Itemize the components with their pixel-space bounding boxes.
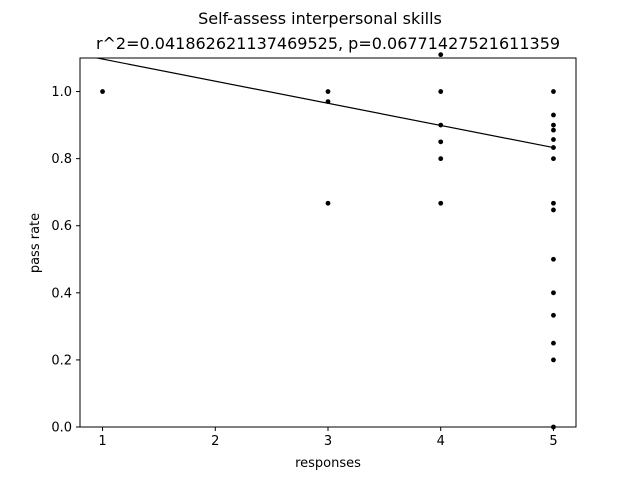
data-point (551, 256, 556, 262)
chart-title: Self-assess interpersonal skills (198, 9, 442, 28)
data-point (551, 357, 556, 363)
data-point (551, 207, 556, 213)
data-point (438, 89, 444, 94)
data-point (551, 290, 556, 296)
data-point (551, 156, 556, 162)
x-tick-label: 3 (324, 434, 332, 449)
data-point (438, 139, 444, 145)
plot-area: 1 2 3 4 5 0.0 0.2 0.4 0.6 0.8 1.0 (51, 52, 577, 449)
data-point (551, 122, 556, 128)
data-point (551, 312, 556, 318)
data-point (551, 89, 556, 94)
data-point (551, 200, 556, 206)
data-point (438, 200, 444, 206)
data-point (325, 200, 331, 206)
data-point (438, 156, 444, 162)
y-tick-label: 0.2 (51, 353, 72, 368)
plot-frame (79, 57, 577, 428)
chart-subtitle: r^2=0.041862621137469525, p=0.0677142752… (96, 34, 560, 53)
y-tick-label: 0.4 (51, 286, 72, 301)
y-tick-label: 0.0 (51, 421, 72, 436)
x-axis-label: responses (295, 456, 361, 471)
data-point (551, 112, 556, 118)
data-point (551, 137, 556, 142)
data-point (325, 99, 331, 105)
x-tick-label: 4 (437, 434, 445, 449)
y-axis-label: pass rate (28, 213, 43, 273)
data-point (325, 89, 331, 94)
data-point (551, 340, 556, 346)
data-point (100, 89, 105, 94)
data-point (438, 122, 444, 128)
y-tick-label: 1.0 (51, 85, 72, 100)
x-tick-label: 5 (549, 434, 557, 449)
x-tick-label: 2 (211, 434, 219, 449)
data-point (551, 127, 556, 133)
regression-line (93, 58, 554, 149)
y-tick-label: 0.8 (51, 152, 72, 167)
y-tick-label: 0.6 (51, 219, 72, 234)
data-point (438, 52, 444, 58)
x-tick-label: 1 (98, 434, 106, 449)
data-point (551, 145, 556, 150)
